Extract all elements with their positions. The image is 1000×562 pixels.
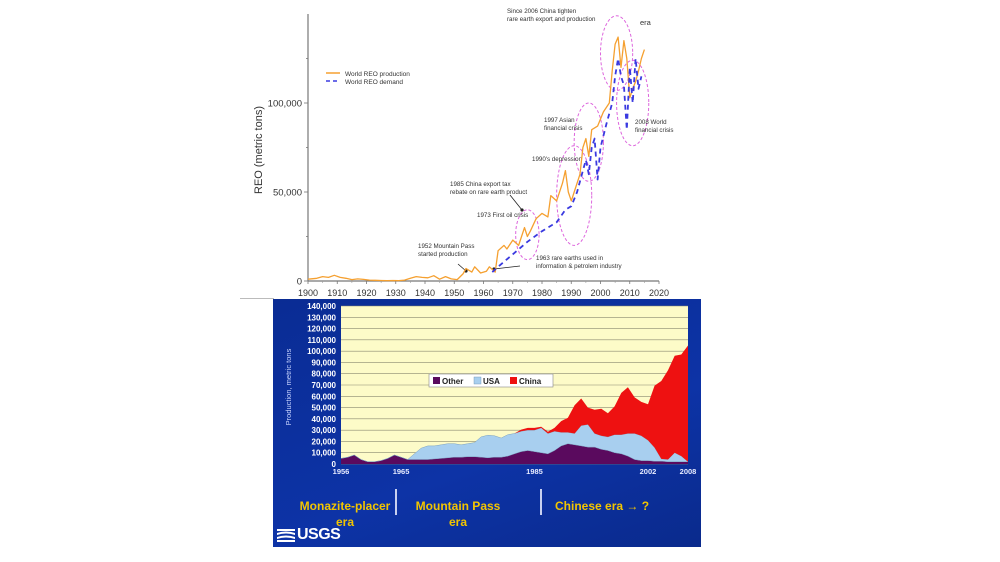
bottom-x-tick-label: 2002 xyxy=(640,467,657,476)
bottom-y-tick-label: 130,000 xyxy=(307,313,336,322)
area-usa xyxy=(340,424,689,462)
legend-label-china: China xyxy=(519,377,542,386)
era-divider-1 xyxy=(395,489,397,515)
bottom-y-tick-label: 70,000 xyxy=(312,381,337,390)
legend-label-usa: USA xyxy=(483,377,500,386)
y-axis-label: REO (metric tons) xyxy=(253,106,265,194)
annotation-label: 1952 Mountain Pass started production xyxy=(418,243,474,258)
annotation-label: 1990's depression xyxy=(532,156,583,163)
era-label-mountain-pass: Mountain Pass era xyxy=(415,499,501,529)
x-tick-label: 1930 xyxy=(386,288,406,298)
y-tick-label: 50,000 xyxy=(273,188,302,199)
x-tick-label: 1900 xyxy=(298,288,318,298)
annotation-label: 1963 rare earths used in information & pe… xyxy=(536,255,623,270)
annotation-label: 1973 First oil crisis xyxy=(477,212,528,219)
legend-swatch-other xyxy=(433,377,440,384)
annotation-label: 1997 Asian financial crisis xyxy=(544,117,583,132)
legend-label-production: World REO production xyxy=(345,71,410,78)
annotation-arrow-head xyxy=(520,208,524,212)
x-tick-label: 1940 xyxy=(415,288,435,298)
x-tick-label: 1910 xyxy=(327,288,347,298)
legend-swatch-usa xyxy=(473,376,482,385)
crisis-highlight-ellipse xyxy=(600,15,634,92)
bottom-y-tick-label: 40,000 xyxy=(312,415,337,424)
usgs-production-panel: 0 10,000 20,000 30,000 40,000 50,000 60,000 70,… xyxy=(273,299,701,547)
usgs-wave-icon xyxy=(277,529,295,542)
annotation-label: 1985 China export tax rebate on rare eart… xyxy=(450,181,527,196)
era-label-monazite: Monazite-placer era xyxy=(299,499,391,529)
annotation-arrow xyxy=(493,265,521,270)
x-tick-label: 1970 xyxy=(503,288,523,298)
bottom-y-tick-label: 0 xyxy=(332,460,337,469)
separator-line xyxy=(240,298,274,299)
annotation-label: 2008 World financial crisis xyxy=(635,119,674,134)
bottom-y-axis-label: Production, metric tons xyxy=(284,348,293,425)
bottom-y-tick-label: 90,000 xyxy=(312,358,337,367)
top-legend: World REO production World REO demand xyxy=(326,71,410,86)
x-tick-label: 2000 xyxy=(590,288,610,298)
x-tick-label: 1920 xyxy=(356,288,376,298)
production-line xyxy=(307,36,646,282)
bottom-y-tick-label: 50,000 xyxy=(312,404,337,413)
x-tick-label: 2020 xyxy=(649,288,669,298)
usgs-logo-text: USGS xyxy=(297,526,341,543)
bottom-legend: Other USA China xyxy=(428,373,554,388)
x-tick-label: 1980 xyxy=(532,288,552,298)
area-china xyxy=(341,345,688,462)
bottom-y-tick-label: 140,000 xyxy=(307,302,336,311)
annotation-label: Since 2006 China tighten rare earth expor… xyxy=(507,8,596,23)
legend-label-demand: World REO demand xyxy=(345,79,403,86)
legend-swatch-china xyxy=(510,377,517,384)
x-tick-label: 1960 xyxy=(473,288,493,298)
x-tick-label: 1950 xyxy=(444,288,464,298)
y-tick-label: 0 xyxy=(297,277,302,288)
era-label-chinese: Chinese era → ? xyxy=(555,499,650,513)
annotation-arrow xyxy=(509,194,523,211)
rare-earth-production-area-chart: 0 10,000 20,000 30,000 40,000 50,000 60,000 70,… xyxy=(284,302,697,476)
y-tick-label: 100,000 xyxy=(268,99,302,110)
crisis-highlight-ellipse xyxy=(573,102,604,182)
usgs-logo: USGS xyxy=(277,526,341,544)
bottom-x-tick-label: 1985 xyxy=(526,467,543,476)
world-reo-line-chart: 1900 1910 1920 1930 1940 1950 1960 1970 1980 1990… xyxy=(253,8,674,298)
bottom-y-tick-label: 20,000 xyxy=(312,437,337,446)
bottom-y-tick-label: 10,000 xyxy=(312,449,337,458)
bottom-y-tick-label: 100,000 xyxy=(307,347,336,356)
demand-line xyxy=(491,57,643,273)
bottom-y-tick-label: 110,000 xyxy=(308,336,337,345)
x-tick-label: 1990 xyxy=(561,288,581,298)
bottom-y-tick-label: 80,000 xyxy=(312,370,337,379)
legend-label-other: Other xyxy=(442,377,463,386)
crisis-highlight-ellipse xyxy=(515,209,540,261)
bottom-y-tick-label: 30,000 xyxy=(312,426,337,435)
bottom-x-tick-label: 2008 xyxy=(680,467,697,476)
bottom-y-tick-label: 120,000 xyxy=(307,325,336,334)
crisis-highlight-ellipse xyxy=(616,59,650,147)
x-tick-label: 2010 xyxy=(620,288,640,298)
bottom-x-tick-label: 1965 xyxy=(393,467,410,476)
era-divider-2 xyxy=(540,489,542,515)
bottom-x-tick-label: 1956 xyxy=(333,467,350,476)
annotation-label: era xyxy=(640,18,652,27)
bottom-y-tick-label: 60,000 xyxy=(312,392,337,401)
legend-box xyxy=(428,373,554,388)
